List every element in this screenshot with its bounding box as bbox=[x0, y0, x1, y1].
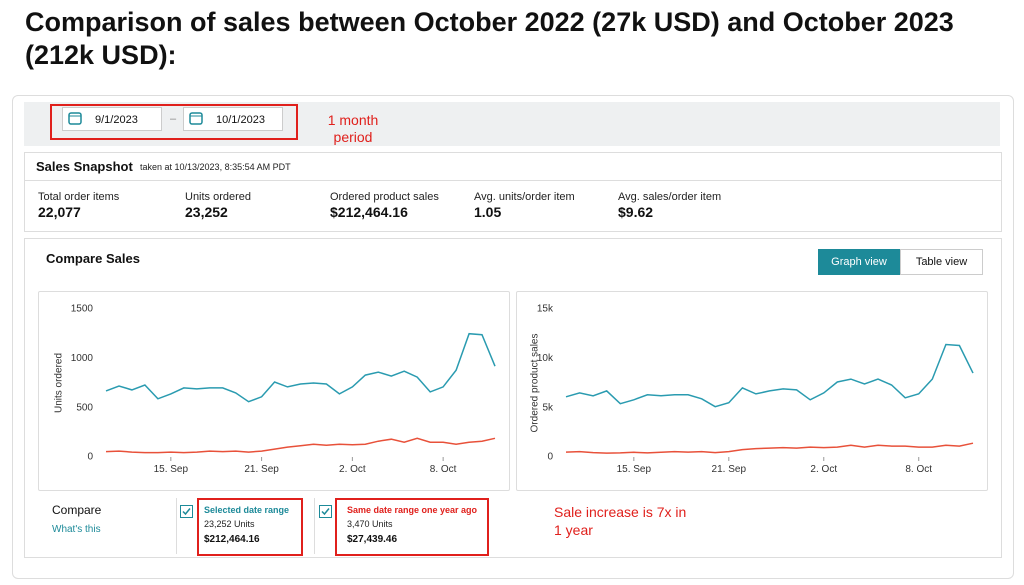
x-tick-label: 15. Sep bbox=[617, 464, 652, 475]
legend-units: 3,470 Units bbox=[347, 519, 393, 529]
y-axis-label: Ordered product sales bbox=[530, 334, 541, 433]
y-tick-label: 0 bbox=[87, 452, 93, 463]
compare-title: Compare Sales bbox=[46, 251, 140, 266]
line-series bbox=[105, 437, 496, 454]
legend-units: 23,252 Units bbox=[204, 519, 255, 529]
legend-previous: Same date range one year ago bbox=[347, 505, 478, 515]
period-note: 1 month period bbox=[327, 112, 379, 145]
highlight-box bbox=[197, 498, 303, 556]
y-axis-label: Units ordered bbox=[54, 353, 65, 413]
metric-label: Ordered product sales bbox=[330, 191, 439, 203]
metric-value: 1.05 bbox=[474, 204, 502, 220]
divider bbox=[314, 498, 315, 554]
checkbox[interactable] bbox=[319, 505, 332, 518]
snapshot-title: Sales Snapshot bbox=[36, 159, 133, 174]
calendar-icon bbox=[68, 112, 82, 125]
metric-value: $9.62 bbox=[618, 204, 654, 220]
checkbox[interactable] bbox=[180, 505, 193, 518]
metric-value: 22,077 bbox=[38, 204, 81, 220]
legend-sales: $212,464.16 bbox=[204, 534, 260, 545]
y-tick-label: 1500 bbox=[71, 304, 94, 315]
increase-note: Sale increase is 7x in 1 year bbox=[554, 504, 687, 538]
y-tick-label: 0 bbox=[547, 452, 553, 463]
units-chart: Units ordered 0 500 1000 1500 15. Sep 21. Sep 2… bbox=[38, 291, 510, 491]
y-tick-label: 1000 bbox=[71, 353, 94, 364]
x-tick-label: 2. Oct bbox=[339, 464, 366, 475]
metric-label: Units ordered bbox=[185, 191, 252, 203]
table-view-button[interactable]: Table view bbox=[900, 249, 983, 275]
divider bbox=[176, 498, 177, 554]
whats-this-link[interactable]: What's this bbox=[52, 524, 101, 535]
snapshot-card bbox=[24, 152, 1002, 232]
calendar-icon bbox=[189, 112, 203, 125]
separator: – bbox=[170, 113, 177, 125]
sales-chart: Ordered product sales 0 5k 10k 15k 15. Sep 21.… bbox=[516, 291, 988, 491]
legend-sales: $27,439.46 bbox=[347, 534, 398, 545]
graph-view-button[interactable]: Graph view bbox=[818, 249, 900, 275]
compare-label: Compare bbox=[52, 503, 102, 517]
line-series bbox=[565, 442, 974, 454]
y-tick-label: 15k bbox=[537, 304, 554, 315]
y-tick-label: 5k bbox=[542, 402, 554, 413]
metric-value: $212,464.16 bbox=[330, 204, 408, 220]
snapshot-time: taken at 10/13/2023, 8:35:54 AM PDT bbox=[140, 162, 291, 172]
x-tick-label: 2. Oct bbox=[810, 464, 837, 475]
start-date[interactable]: 9/1/2023 bbox=[62, 107, 162, 131]
metric-label: Total order items bbox=[38, 191, 120, 203]
metric-label: Avg. sales/order item bbox=[618, 191, 722, 203]
y-tick-label: 500 bbox=[76, 402, 93, 413]
x-tick-label: 15. Sep bbox=[154, 464, 189, 475]
line-series bbox=[105, 332, 496, 403]
highlight-box bbox=[335, 498, 489, 556]
x-tick-label: 21. Sep bbox=[712, 464, 747, 475]
highlight-box bbox=[50, 104, 298, 140]
legend-current: Selected date range bbox=[204, 505, 290, 515]
x-tick-label: 8. Oct bbox=[905, 464, 932, 475]
x-tick-label: 8. Oct bbox=[430, 464, 457, 475]
divider bbox=[25, 180, 1001, 181]
metric-label: Avg. units/order item bbox=[474, 191, 575, 203]
metric-value: 23,252 bbox=[185, 204, 228, 220]
x-tick-label: 21. Sep bbox=[244, 464, 279, 475]
line-series bbox=[565, 343, 974, 408]
end-date[interactable]: 10/1/2023 bbox=[183, 107, 283, 131]
y-tick-label: 10k bbox=[537, 353, 554, 364]
heading: Comparison of sales between October 2022… bbox=[25, 7, 954, 70]
